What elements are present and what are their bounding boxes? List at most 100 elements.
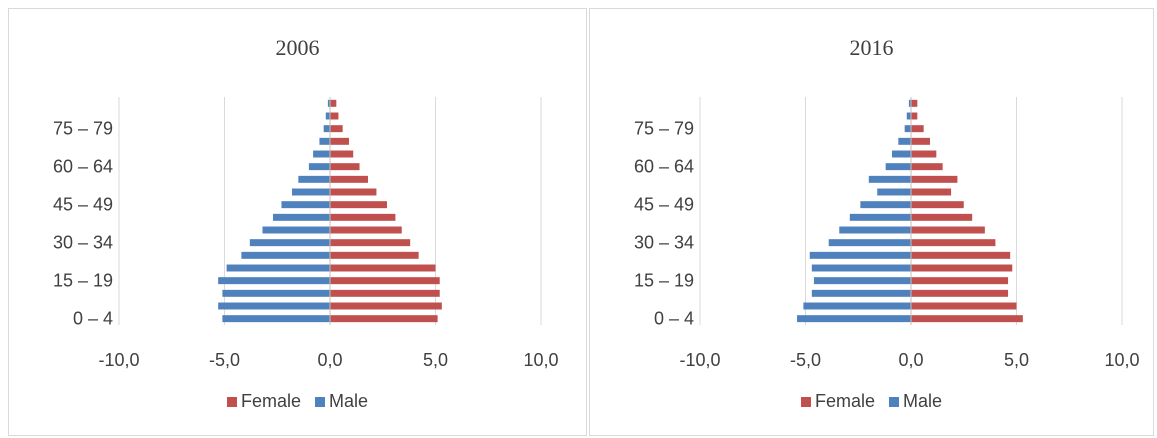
bar-female: [911, 188, 952, 196]
chart-panel-2006: 2006 -10,0 -5,0 0,0 5,0 10,0 0 – 4 15 – 19 30 –…: [8, 8, 587, 436]
legend-item-male: Male: [315, 391, 368, 412]
y-tick-label: 15 – 19: [53, 271, 113, 291]
legend-label-female: Female: [240, 391, 301, 411]
bar-female: [330, 99, 337, 107]
bar-male: [860, 201, 911, 209]
bar-male: [811, 289, 911, 297]
bar-female: [911, 201, 964, 209]
bar-male: [262, 226, 330, 234]
bar-female: [330, 239, 411, 247]
bar-female: [911, 302, 1017, 310]
bar-female: [911, 150, 937, 158]
bar-male: [222, 315, 330, 323]
bar-male: [868, 175, 911, 183]
bar-male: [849, 213, 911, 221]
bar-male: [828, 239, 911, 247]
female-swatch: [800, 396, 811, 407]
bar-male: [908, 99, 911, 107]
bar-female: [330, 213, 396, 221]
bar-female: [911, 99, 918, 107]
bar-male: [308, 163, 330, 171]
bar-male: [803, 302, 911, 310]
bar-male: [323, 125, 330, 133]
bar-male: [797, 315, 911, 323]
legend-item-male: Male: [889, 391, 942, 412]
x-tick-label: 0,0: [317, 350, 342, 370]
bar-female: [330, 289, 440, 297]
bar-female: [330, 302, 442, 310]
bar-male: [325, 112, 330, 120]
bar-female: [911, 264, 1013, 272]
bar-male: [813, 277, 911, 285]
bar-male: [218, 277, 330, 285]
bar-female: [911, 277, 1009, 285]
bar-male: [319, 137, 330, 145]
legend-item-female: Female: [800, 391, 875, 412]
bar-male: [904, 125, 911, 133]
chart-legend: Female Male: [9, 391, 586, 412]
bar-female: [330, 251, 419, 259]
population-pyramid-2006: -10,0 -5,0 0,0 5,0 10,0 0 – 4 15 – 19 30 – 34 45…: [53, 97, 559, 370]
population-pyramid-2016: -10,0 -5,0 0,0 5,0 10,0 0 – 4 15 – 19 30 – 34 45…: [634, 97, 1140, 370]
bar-male: [898, 137, 911, 145]
bar-female: [911, 239, 996, 247]
bar-male: [839, 226, 911, 234]
bar-male: [313, 150, 330, 158]
female-swatch: [226, 396, 237, 407]
bar-male: [877, 188, 911, 196]
bar-male: [226, 264, 330, 272]
bar-male: [281, 201, 330, 209]
bar-female: [911, 251, 1011, 259]
x-tick-label: 10,0: [1104, 350, 1139, 370]
bar-male: [906, 112, 911, 120]
bar-male: [892, 150, 911, 158]
chart-panel-2016: 2016 -10,0 -5,0 0,0 5,0 10,0 0 – 4 15 – 19 30 –…: [589, 8, 1154, 436]
y-tick-label: 60 – 64: [53, 157, 113, 177]
y-tick-label: 15 – 19: [634, 271, 694, 291]
bar-male: [811, 264, 911, 272]
bar-female: [330, 175, 368, 183]
bar-male: [885, 163, 911, 171]
y-tick-label: 30 – 34: [53, 233, 113, 253]
y-tick-label: 45 – 49: [634, 195, 694, 215]
bar-female: [911, 175, 958, 183]
y-tick-label: 45 – 49: [53, 195, 113, 215]
bar-female: [330, 201, 387, 209]
bar-female: [330, 315, 438, 323]
chart-legend: Female Male: [590, 391, 1153, 412]
bar-female: [911, 112, 918, 120]
bar-male: [241, 251, 330, 259]
y-tick-label: 30 – 34: [634, 233, 694, 253]
bar-female: [330, 112, 339, 120]
bar-female: [330, 277, 440, 285]
legend-label-female: Female: [814, 391, 875, 411]
bar-female: [911, 213, 973, 221]
x-tick-label: -5,0: [209, 350, 240, 370]
bar-male: [218, 302, 330, 310]
bar-male: [292, 188, 330, 196]
bar-female: [330, 188, 377, 196]
bar-female: [330, 264, 436, 272]
bar-male: [327, 99, 330, 107]
bar-male: [249, 239, 330, 247]
x-tick-label: 5,0: [423, 350, 448, 370]
legend-label-male: Male: [329, 391, 369, 411]
y-tick-label: 75 – 79: [53, 119, 113, 139]
legend-item-female: Female: [226, 391, 301, 412]
x-tick-label: -10,0: [98, 350, 139, 370]
bar-female: [330, 137, 349, 145]
x-tick-label: 5,0: [1004, 350, 1029, 370]
bar-male: [273, 213, 330, 221]
x-tick-label: 10,0: [523, 350, 558, 370]
bar-female: [330, 125, 343, 133]
bar-female: [911, 137, 930, 145]
bar-female: [911, 163, 943, 171]
y-tick-label: 60 – 64: [634, 157, 694, 177]
bar-male: [809, 251, 911, 259]
bar-male: [222, 289, 330, 297]
bar-male: [298, 175, 330, 183]
y-tick-label: 0 – 4: [654, 309, 694, 329]
legend-label-male: Male: [903, 391, 943, 411]
bar-female: [330, 150, 354, 158]
